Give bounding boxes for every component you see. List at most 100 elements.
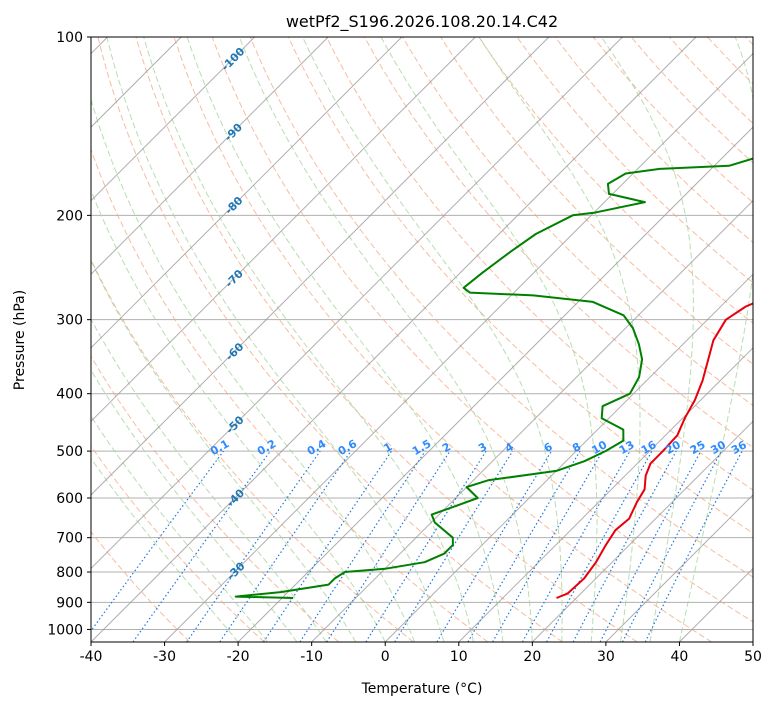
isotherm-line xyxy=(237,126,753,642)
isotherm-line xyxy=(91,37,550,496)
moist-adiabat xyxy=(91,457,239,642)
pressure-gridlines xyxy=(91,37,753,630)
dry-adiabat xyxy=(326,37,753,491)
mixing-ratio-line xyxy=(219,450,352,642)
dry-adiabat xyxy=(745,37,753,46)
dry-adiabat xyxy=(516,37,753,284)
mixing-ratio-label: 0.4 xyxy=(305,437,329,458)
dry-adiabat xyxy=(91,258,414,642)
isotherm-label: -80 xyxy=(222,194,245,217)
x-tick-label: 10 xyxy=(450,649,468,665)
x-tick-label: 40 xyxy=(671,649,689,665)
dry-adiabat xyxy=(91,148,489,642)
isotherm-line xyxy=(384,273,753,642)
x-tick-label: 50 xyxy=(744,649,762,665)
x-axis-label: Temperature (°C) xyxy=(361,681,483,697)
isotherm-line xyxy=(311,199,753,642)
dry-adiabat xyxy=(135,37,638,642)
x-tick-label: 30 xyxy=(597,649,615,665)
dry-adiabat xyxy=(402,37,753,407)
dewpoint-profile-line xyxy=(234,157,753,599)
x-tick-label: -30 xyxy=(153,649,176,665)
mixing-ratio-label: 4 xyxy=(503,440,516,455)
mixing-ratio-lines xyxy=(91,450,743,642)
dry-adiabat xyxy=(91,355,340,642)
x-tick-label: -40 xyxy=(80,649,103,665)
isotherm-line xyxy=(91,37,329,275)
mixing-ratio-line xyxy=(262,450,392,642)
mixing-ratio-label: 25 xyxy=(688,438,708,457)
mixing-ratio-line xyxy=(186,450,321,642)
moist-adiabat xyxy=(91,369,298,642)
mixing-ratio-label: 0.2 xyxy=(255,437,278,458)
moist-adiabat xyxy=(91,318,327,642)
moist-adiabat xyxy=(143,37,474,642)
mixing-ratio-line xyxy=(572,450,677,642)
dry-adiabat xyxy=(287,37,753,534)
y-tick-label: 400 xyxy=(56,387,83,403)
x-axis-ticks: -40 -30 -20 -10 0 10 20 30 40 50 xyxy=(80,642,762,665)
sounding-series xyxy=(234,157,753,599)
y-axis-ticks: 100 200 300 400 500 600 700 800 900 1000 xyxy=(47,30,91,638)
mixing-ratio-line xyxy=(521,450,631,642)
dry-adiabat xyxy=(91,531,191,642)
mixing-ratio-label: 0.1 xyxy=(208,437,231,458)
mixing-ratio-label: 8 xyxy=(570,440,583,455)
dry-adiabat xyxy=(478,37,753,324)
moist-adiabat xyxy=(106,37,445,642)
y-tick-label: 600 xyxy=(56,491,83,507)
mixing-ratio-line xyxy=(644,450,743,642)
dry-adiabat xyxy=(554,37,753,244)
mixing-ratio-label: 1.5 xyxy=(410,437,433,458)
moist-adiabat xyxy=(678,37,753,642)
y-tick-label: 700 xyxy=(56,531,83,547)
isotherm-line xyxy=(458,347,753,642)
isotherm-line xyxy=(679,567,753,642)
dry-adiabats xyxy=(91,37,753,642)
moist-adiabat xyxy=(238,37,533,642)
mixing-ratio-label: 0.6 xyxy=(336,437,360,458)
moist-adiabat xyxy=(91,98,416,642)
moist-adiabat xyxy=(91,415,268,642)
y-tick-label: 100 xyxy=(56,30,83,46)
moist-adiabat xyxy=(91,259,357,642)
mixing-ratio-line xyxy=(132,450,271,642)
mixing-ratio-line xyxy=(467,450,581,642)
isotherm-line xyxy=(531,420,753,642)
isotherm-label: -60 xyxy=(223,340,246,363)
mixing-ratio-labels: 0.1 0.2 0.4 0.6 1 1.5 2 3 4 6 8 10 13 16 20 25 30 36 xyxy=(208,437,749,458)
isotherm-line xyxy=(91,37,256,202)
mixing-ratio-label: 1 xyxy=(381,440,394,455)
dry-adiabat xyxy=(440,37,753,365)
mixing-ratio-label: 13 xyxy=(617,438,637,457)
isotherm-line xyxy=(91,37,623,570)
dry-adiabat xyxy=(669,37,753,124)
mixing-ratio-line xyxy=(91,450,224,632)
mixing-ratio-line xyxy=(394,450,514,642)
mixing-ratio-label: 3 xyxy=(476,440,489,455)
mixing-ratio-label: 2 xyxy=(440,440,453,455)
mixing-ratio-line xyxy=(326,450,451,642)
isotherm-label: -70 xyxy=(223,267,246,290)
dry-adiabat xyxy=(211,37,753,623)
moist-adiabat xyxy=(380,37,598,642)
x-tick-label: -10 xyxy=(300,649,323,665)
temperature-profile-line xyxy=(556,302,753,599)
isotherm-line xyxy=(164,52,753,642)
chart-title: wetPf2_S196.2026.108.20.14.C42 xyxy=(286,12,558,32)
y-tick-label: 800 xyxy=(56,565,83,581)
moist-adiabat xyxy=(302,37,563,642)
y-tick-label: 1000 xyxy=(47,622,83,638)
mixing-ratio-label: 16 xyxy=(639,438,659,457)
dry-adiabat xyxy=(249,37,753,578)
x-tick-label: 20 xyxy=(523,649,541,665)
moist-adiabat xyxy=(186,37,504,642)
plot-frame xyxy=(90,36,754,643)
isotherm-line xyxy=(91,37,403,349)
x-tick-label: 0 xyxy=(381,649,390,665)
moist-adiabat xyxy=(91,189,386,642)
dry-adiabat xyxy=(707,37,753,85)
isotherm-line xyxy=(752,641,753,642)
y-tick-label: 200 xyxy=(56,208,83,224)
